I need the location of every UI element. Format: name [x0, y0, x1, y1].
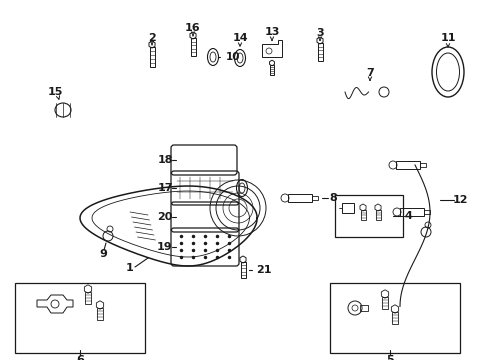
- Bar: [190, 38, 195, 56]
- Text: 6: 6: [76, 355, 84, 360]
- Text: 13: 13: [264, 27, 279, 37]
- Bar: [360, 210, 365, 220]
- Text: 2: 2: [148, 33, 156, 43]
- Text: 12: 12: [451, 195, 467, 205]
- Text: 5: 5: [386, 355, 393, 360]
- Bar: [329, 283, 459, 353]
- Bar: [317, 43, 322, 61]
- Text: 4: 4: [403, 211, 411, 221]
- Text: 7: 7: [366, 68, 373, 78]
- Bar: [423, 210, 429, 214]
- Bar: [395, 161, 419, 169]
- Bar: [399, 208, 423, 216]
- Bar: [97, 308, 103, 320]
- Bar: [240, 262, 245, 278]
- Text: 20: 20: [157, 212, 172, 222]
- Text: 11: 11: [439, 33, 455, 43]
- Text: 10: 10: [225, 52, 240, 62]
- Bar: [419, 163, 425, 167]
- Text: 18: 18: [157, 155, 172, 165]
- Text: 17: 17: [157, 183, 172, 193]
- Text: 14: 14: [232, 33, 247, 43]
- Bar: [341, 203, 353, 213]
- Bar: [149, 47, 154, 67]
- Bar: [311, 196, 317, 200]
- Text: 15: 15: [47, 87, 62, 97]
- Bar: [85, 292, 91, 304]
- Text: 8: 8: [328, 193, 336, 203]
- Bar: [381, 297, 387, 309]
- Text: 3: 3: [316, 28, 323, 38]
- Bar: [359, 305, 367, 311]
- Bar: [391, 312, 397, 324]
- Bar: [375, 210, 380, 220]
- Text: 21: 21: [256, 265, 271, 275]
- Text: 19: 19: [157, 242, 172, 252]
- Bar: [269, 65, 273, 75]
- Bar: [334, 195, 402, 237]
- Bar: [287, 194, 311, 202]
- Text: 16: 16: [185, 23, 201, 33]
- Bar: [15, 283, 145, 353]
- Text: 9: 9: [99, 249, 107, 259]
- Text: 1: 1: [126, 263, 134, 273]
